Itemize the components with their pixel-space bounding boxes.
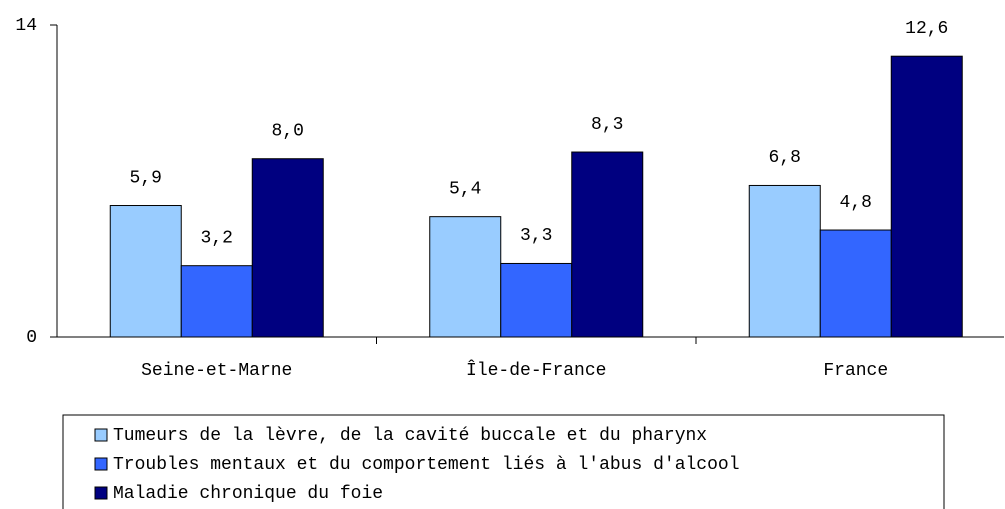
x-tick-label: Seine-et-Marne	[141, 361, 292, 381]
bar	[429, 216, 502, 338]
value-label: 12,6	[905, 19, 948, 39]
value-label: 3,2	[201, 228, 233, 248]
y-tick-label: 0	[26, 328, 37, 348]
bar	[890, 55, 963, 338]
value-label: 8,3	[591, 115, 623, 135]
value-label: 4,8	[840, 193, 872, 213]
legend-label: Maladie chronique du foie	[113, 484, 383, 504]
value-label: 6,8	[769, 148, 801, 168]
bar	[748, 184, 821, 338]
legend-box	[62, 414, 945, 509]
legend-swatch	[94, 486, 108, 500]
legend-label: Troubles mentaux et du comportement liés…	[113, 455, 740, 475]
value-label: 5,4	[449, 179, 481, 199]
bar	[819, 229, 892, 338]
bar	[251, 158, 324, 338]
legend-swatch	[94, 457, 108, 471]
value-label: 5,9	[130, 168, 162, 188]
bar	[500, 262, 573, 338]
value-label: 3,3	[520, 226, 552, 246]
legend-swatch	[94, 428, 108, 442]
bar	[571, 151, 644, 338]
bar	[109, 205, 182, 338]
x-tick-label: France	[823, 361, 888, 381]
y-tick-label: 14	[15, 16, 37, 36]
legend-label: Tumeurs de la lèvre, de la cavité buccal…	[113, 426, 707, 446]
x-tick-label: Île-de-France	[466, 359, 606, 381]
value-label: 8,0	[272, 121, 304, 141]
bar	[180, 265, 253, 338]
